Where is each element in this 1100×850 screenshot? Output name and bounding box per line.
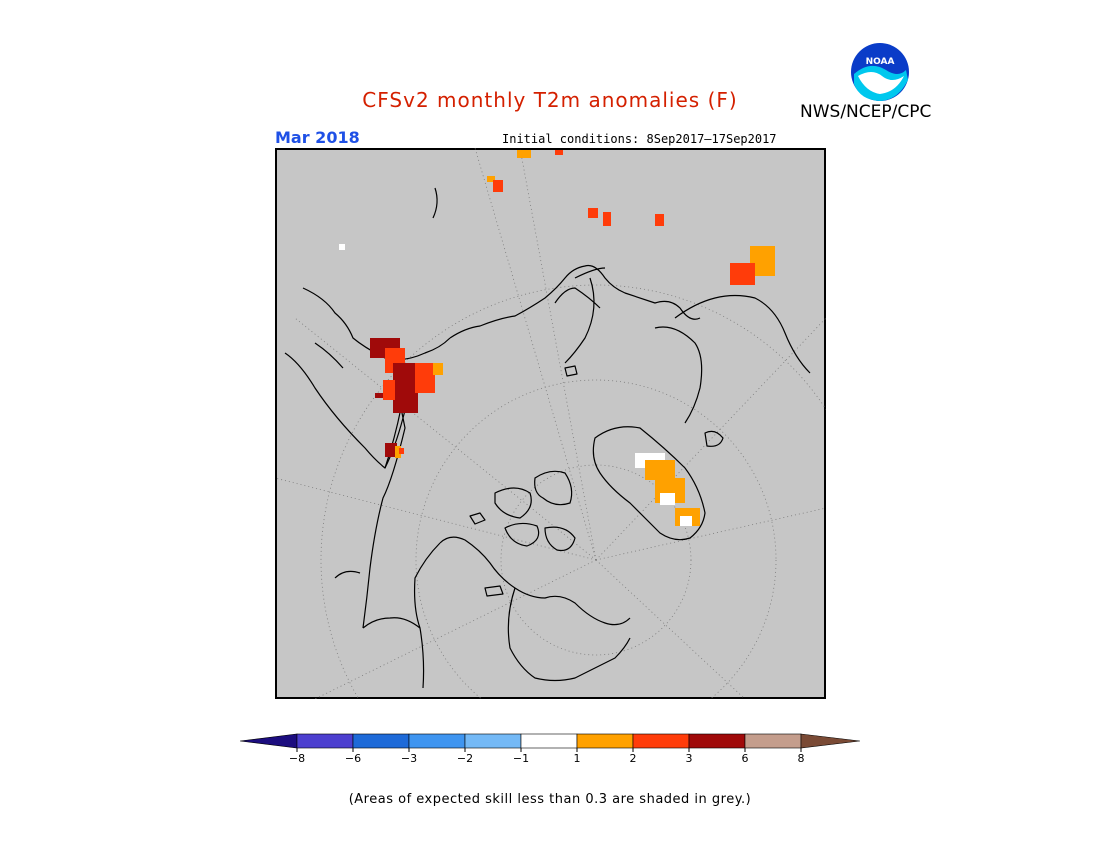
colorbar-ticks: −8 −6 −3 −2 −1 1 2 3 6 8 [289,748,805,765]
skill-note: (Areas of expected skill less than 0.3 a… [348,792,752,807]
colorbar-swatch [632,733,690,749]
colorbar-swatch [464,733,522,749]
colorbar-tick-label: −6 [345,752,361,765]
colorbar-swatch [744,733,802,749]
colorbar-swatch [576,733,634,749]
noaa-logo: NOAA [849,41,911,103]
initial-conditions: Initial conditions: 8Sep2017–17Sep2017 [502,132,777,146]
polar-map [275,148,826,699]
anomaly-patches [339,150,775,526]
coastlines [284,187,811,689]
logo-text: NOAA [866,57,895,67]
valid-month: Mar 2018 [275,128,360,147]
colorbar-swatch [688,733,746,749]
colorbar-swatch [352,733,410,749]
colorbar-tick-label: 3 [686,752,693,765]
colorbar-tick-label: −1 [513,752,529,765]
map-frame [275,148,826,699]
colorbar-swatch [520,733,578,749]
colorbar-tick-label: −3 [401,752,417,765]
agency-label: NWS/NCEP/CPC [800,102,932,122]
colorbar-tick-label: 2 [630,752,637,765]
colorbar-tick-label: 1 [574,752,581,765]
colorbar-cap-high [800,733,860,749]
colorbar-cap-low [240,733,298,749]
graticule [275,148,826,699]
colorbar-swatch [408,733,466,749]
colorbar-tick-label: 6 [742,752,749,765]
colorbar-swatch [296,733,354,749]
colorbar: −8 −6 −3 −2 −1 1 2 3 6 8 [240,733,860,765]
colorbar-tick-label: −8 [289,752,305,765]
colorbar-swatches [240,733,860,749]
map-title: CFSv2 monthly T2m anomalies (F) [362,88,738,112]
colorbar-tick-label: −2 [457,752,473,765]
colorbar-tick-label: 8 [798,752,805,765]
